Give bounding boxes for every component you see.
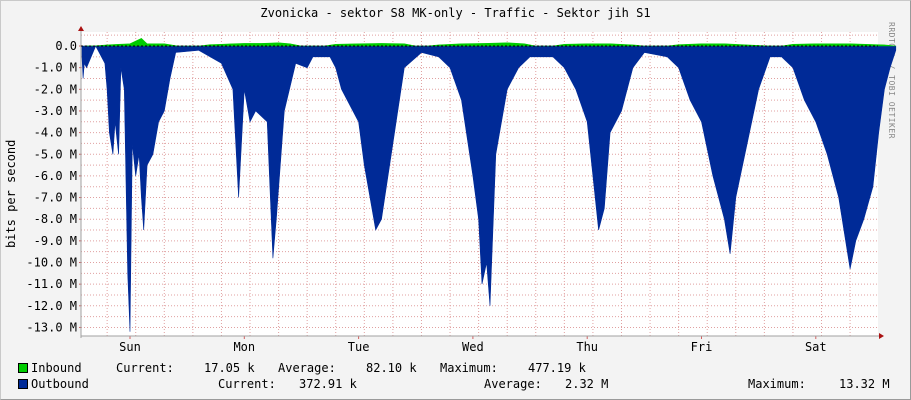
- outbound-current-label: Current:: [218, 377, 276, 391]
- legend-outbound-label: Outbound: [31, 377, 89, 391]
- legend-inbound: Inbound: [18, 361, 82, 375]
- inbound-average-label: Average:: [278, 361, 336, 375]
- x-tick-label: Wed: [462, 340, 484, 354]
- inbound-swatch: [18, 363, 28, 373]
- inbound-current-label: Current:: [116, 361, 174, 375]
- y-tick-label: -9.0 M: [34, 234, 77, 248]
- outbound-current-value: 372.91 k: [299, 377, 357, 391]
- y-tick-label: -8.0 M: [34, 212, 77, 226]
- axes: [78, 26, 884, 339]
- y-tick-label: -10.0 M: [26, 256, 77, 270]
- x-axis-arrow: [879, 333, 884, 339]
- tick-labels: 0.0 -1.0 M -2.0 M -3.0 M -4.0 M -5.0 M -6.0 M -…: [26, 39, 826, 354]
- y-tick-label: -1.0 M: [34, 61, 77, 75]
- inbound-maximum-label: Maximum:: [440, 361, 498, 375]
- y-tick-label: -12.0 M: [26, 299, 77, 313]
- x-tick-label: Thu: [576, 340, 598, 354]
- x-tick-label: Sun: [119, 340, 141, 354]
- y-tick-label: -4.0 M: [34, 126, 77, 140]
- chart-title: Zvonicka - sektor S8 MK-only - Traffic -…: [260, 6, 651, 20]
- y-tick-label: -11.0 M: [26, 277, 77, 291]
- x-tick-label: Fri: [691, 340, 713, 354]
- y-axis-arrow: [78, 26, 84, 31]
- legend-inbound-label: Inbound: [31, 361, 82, 375]
- y-tick-label: 0.0: [55, 39, 77, 53]
- y-tick-label: -3.0 M: [34, 104, 77, 118]
- grid-lines: [79, 32, 878, 339]
- inbound-average-value: 82.10 k: [366, 361, 417, 375]
- x-tick-label: Mon: [233, 340, 255, 354]
- outbound-maximum-value: 13.32 M: [839, 377, 890, 391]
- outbound-average-label: Average:: [484, 377, 542, 391]
- x-tick-label: Sat: [805, 340, 827, 354]
- outbound-swatch: [18, 379, 28, 389]
- outbound-area: [81, 45, 897, 332]
- y-tick-label: -2.0 M: [34, 82, 77, 96]
- y-tick-label: -13.0 M: [26, 320, 77, 334]
- inbound-current-value: 17.05 k: [204, 361, 255, 375]
- outbound-average-value: 2.32 M: [565, 377, 609, 391]
- inbound-maximum-value: 477.19 k: [528, 361, 586, 375]
- y-tick-label: -6.0 M: [34, 169, 77, 183]
- legend-outbound: Outbound: [18, 377, 89, 391]
- outbound-maximum-label: Maximum:: [748, 377, 806, 391]
- x-tick-label: Tue: [348, 340, 370, 354]
- y-tick-label: -5.0 M: [34, 147, 77, 161]
- y-tick-label: -7.0 M: [34, 191, 77, 205]
